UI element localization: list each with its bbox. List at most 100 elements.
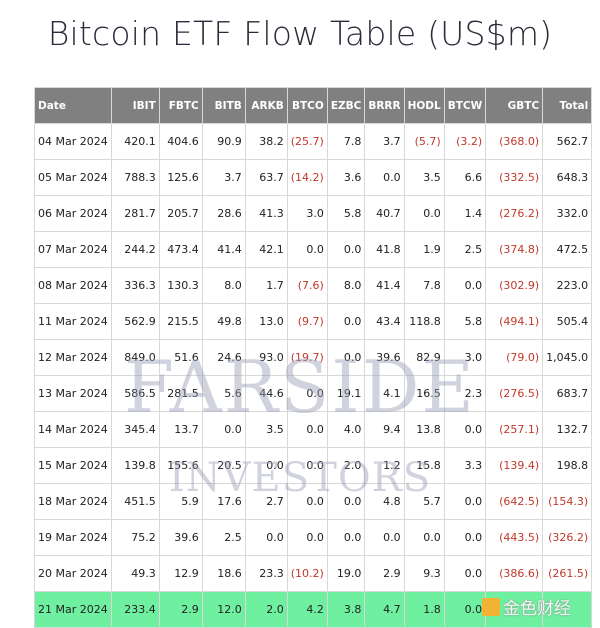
cell-date: 05 Mar 2024 (34, 159, 112, 196)
cell-ezbc: 4.0 (326, 411, 366, 448)
cell-btco: (10.2) (286, 555, 328, 592)
cell-hodl: 3.5 (403, 159, 445, 196)
cell-ibit: 281.7 (110, 195, 160, 232)
cell-btcw: 2.3 (443, 375, 487, 412)
cell-hodl: 15.8 (403, 447, 445, 484)
column-header-btcw: BTCW (443, 87, 487, 124)
cell-date: 20 Mar 2024 (34, 555, 112, 592)
column-header-brrr: BRRR (364, 87, 405, 124)
cell-ezbc: 5.8 (326, 195, 366, 232)
cell-total: 223.0 (542, 267, 593, 304)
cell-ibit: 420.1 (110, 123, 160, 160)
cell-ezbc: 3.6 (326, 159, 366, 196)
cell-ibit: 244.2 (110, 231, 160, 268)
table-row: 14 Mar 2024 345.4 13.7 0.0 3.5 0.0 4.0 9.4 13.8 0… (34, 411, 593, 448)
table-row: 13 Mar 2024 586.5 281.5 5.6 44.6 0.0 19.1 4.1 16… (34, 375, 593, 412)
cell-fbtc: 205.7 (158, 195, 203, 232)
cell-total: 683.7 (542, 375, 593, 412)
logo-icon (482, 597, 500, 616)
table-row: 07 Mar 2024 244.2 473.4 41.4 42.1 0.0 0.0 41.8 1… (34, 231, 593, 268)
cell-btco: 4.2 (286, 591, 328, 628)
cell-bitb: 8.0 (201, 267, 246, 304)
cell-fbtc: 155.6 (158, 447, 203, 484)
cell-gbtc: (139.4) (485, 447, 544, 484)
cell-bitb: 28.6 (201, 195, 246, 232)
cell-ibit: 75.2 (110, 519, 160, 556)
cell-arkb: 2.7 (244, 483, 288, 520)
table-row: 05 Mar 2024 788.3 125.6 3.7 63.7 (14.2) 3.6 0.0… (34, 159, 593, 196)
cell-btcw: 2.5 (443, 231, 487, 268)
table-row: 06 Mar 2024 281.7 205.7 28.6 41.3 3.0 5.8 40.7 0… (34, 195, 593, 232)
cell-hodl: 1.9 (403, 231, 445, 268)
cell-ezbc: 8.0 (326, 267, 366, 304)
cell-brrr: 4.8 (364, 483, 405, 520)
cell-gbtc: (302.9) (485, 267, 544, 304)
column-header-hodl: HODL (403, 87, 445, 124)
cell-total: 198.8 (542, 447, 593, 484)
cell-arkb: 2.0 (244, 591, 288, 628)
cell-bitb: 3.7 (201, 159, 246, 196)
cell-ezbc: 19.1 (326, 375, 366, 412)
cell-btcw: 0.0 (443, 555, 487, 592)
column-header-total: Total (542, 87, 593, 124)
cell-bitb: 18.6 (201, 555, 246, 592)
cell-brrr: 43.4 (364, 303, 405, 340)
cell-date: 21 Mar 2024 (34, 591, 112, 628)
cell-ibit: 788.3 (110, 159, 160, 196)
header-row: Date IBIT FBTC BITB ARKB BTCO EZBC BRRR HODL BTCW… (34, 87, 593, 124)
cell-ezbc: 3.8 (326, 591, 366, 628)
cell-btcw: 3.3 (443, 447, 487, 484)
cell-brrr: 9.4 (364, 411, 405, 448)
cell-hodl: 82.9 (403, 339, 445, 376)
cell-ezbc: 0.0 (326, 303, 366, 340)
cell-date: 07 Mar 2024 (34, 231, 112, 268)
table-row: 08 Mar 2024 336.3 130.3 8.0 1.7 (7.6) 8.0 41.4 7… (34, 267, 593, 304)
cell-date: 11 Mar 2024 (34, 303, 112, 340)
cell-gbtc: (79.0) (485, 339, 544, 376)
cell-ezbc: 2.0 (326, 447, 366, 484)
cell-fbtc: 473.4 (158, 231, 203, 268)
cell-brrr: 1.2 (364, 447, 405, 484)
cell-bitb: 2.5 (201, 519, 246, 556)
column-header-ezbc: EZBC (326, 87, 366, 124)
cell-fbtc: 281.5 (158, 375, 203, 412)
cell-date: 18 Mar 2024 (34, 483, 112, 520)
cell-fbtc: 130.3 (158, 267, 203, 304)
cell-arkb: 44.6 (244, 375, 288, 412)
table-row: 12 Mar 2024 849.0 51.6 24.6 93.0 (19.7) 0.0 39.… (34, 339, 593, 376)
cell-brrr: 0.0 (364, 519, 405, 556)
cell-total: 1,045.0 (542, 339, 593, 376)
cell-total: (154.3) (542, 483, 593, 520)
cell-ezbc: 0.0 (326, 519, 366, 556)
cell-btco: 0.0 (286, 231, 328, 268)
cell-arkb: 63.7 (244, 159, 288, 196)
cell-gbtc: (276.5) (485, 375, 544, 412)
cell-brrr: 3.7 (364, 123, 405, 160)
cell-btcw: 3.0 (443, 339, 487, 376)
cell-ezbc: 19.0 (326, 555, 366, 592)
cell-bitb: 0.0 (201, 411, 246, 448)
cell-gbtc: (642.5) (485, 483, 544, 520)
cell-hodl: 118.8 (403, 303, 445, 340)
etf-flow-table: Date IBIT FBTC BITB ARKB BTCO EZBC BRRR HODL BTCW… (34, 87, 593, 628)
cell-fbtc: 125.6 (158, 159, 203, 196)
cell-btcw: 0.0 (443, 267, 487, 304)
cell-arkb: 1.7 (244, 267, 288, 304)
column-header-arkb: ARKB (244, 87, 288, 124)
cell-hodl: 5.7 (403, 483, 445, 520)
cell-ibit: 49.3 (110, 555, 160, 592)
cell-btcw: 5.8 (443, 303, 487, 340)
table-row: 04 Mar 2024 420.1 404.6 90.9 38.2 (25.7) 7.8 3.… (34, 123, 593, 160)
cell-btco: 0.0 (286, 483, 328, 520)
cell-total: (261.5) (542, 555, 593, 592)
cell-ibit: 562.9 (110, 303, 160, 340)
cell-total: 132.7 (542, 411, 593, 448)
cell-ezbc: 7.8 (326, 123, 366, 160)
cell-brrr: 39.6 (364, 339, 405, 376)
cell-ibit: 336.3 (110, 267, 160, 304)
column-header-btco: BTCO (286, 87, 328, 124)
cell-fbtc: 39.6 (158, 519, 203, 556)
cell-date: 04 Mar 2024 (34, 123, 112, 160)
cell-date: 06 Mar 2024 (34, 195, 112, 232)
cell-ibit: 849.0 (110, 339, 160, 376)
